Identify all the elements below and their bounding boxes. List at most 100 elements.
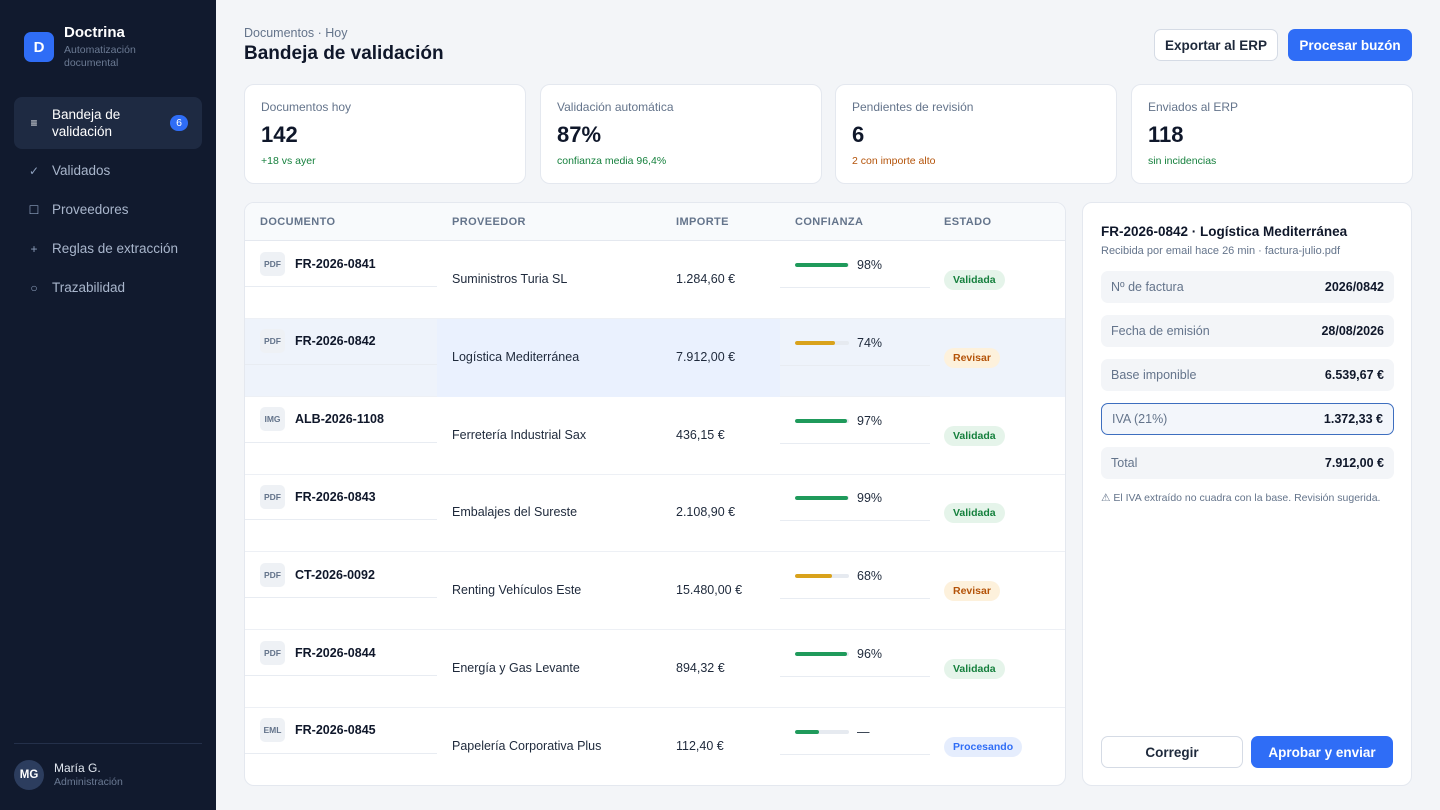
document-cell: PDF CT-2026-0092 [245, 552, 437, 630]
sidebar-item-4[interactable]: ○ Trazabilidad [14, 268, 202, 307]
file-type-icon: PDF [260, 484, 285, 509]
table-row[interactable]: IMG ALB-2026-1108 Ferretería Industrial … [245, 397, 1065, 475]
pending-count-badge: 6 [170, 115, 188, 131]
confidence-bar-fill [795, 263, 848, 267]
sidebar-nav: ≡ Bandeja de validación 6 ✓ Validados ☐ Provee… [14, 97, 202, 307]
confidence-cell: 97% [780, 397, 930, 475]
provider-name: Suministros Turia SL [452, 272, 568, 286]
confidence-value: 96% [857, 647, 883, 661]
status-badge: Validada [944, 270, 1005, 290]
provider-cell: Renting Vehículos Este [437, 552, 780, 630]
sidebar-item-label: Trazabilidad [52, 280, 126, 295]
kpi-value: 142 [261, 122, 298, 147]
confidence-bar [795, 340, 849, 345]
confidence-value: — [857, 724, 870, 739]
brand: D Doctrina Automatización documental [24, 24, 154, 70]
document-id: FR-2026-0841 [295, 256, 376, 271]
column-header-provider[interactable]: PROVEEDOR [452, 216, 526, 228]
provider-name: Embalajes del Sureste [452, 505, 578, 520]
confidence-bar [795, 418, 849, 423]
column-header-confidence[interactable]: CONFIANZA [795, 216, 864, 228]
user-profile[interactable]: MG María G. Administración [14, 743, 202, 790]
table-row[interactable]: PDF FR-2026-0841 Suministros Turia SL 1.… [245, 241, 1065, 319]
document-cell: EML FR-2026-0845 [245, 708, 437, 785]
column-header-status[interactable]: ESTADO [944, 216, 992, 228]
detail-field[interactable]: Total 7.912,00 € [1101, 447, 1394, 479]
square-icon: ☐ [28, 202, 40, 217]
provider-cell: Ferretería Industrial Sax [437, 397, 780, 475]
detail-field[interactable]: Base imponible 6.539,67 € [1101, 359, 1394, 391]
confidence-cell: 98% [780, 241, 930, 319]
table-row[interactable]: PDF FR-2026-0844 Energía y Gas Levante 8… [245, 630, 1065, 708]
amount: 2.108,90 € [676, 505, 736, 520]
document-detail-panel: FR-2026-0842 · Logística Mediterránea Re… [1082, 202, 1412, 786]
sidebar: D Doctrina Automatización documental ≡ Ba… [0, 0, 216, 810]
status-badge: Validada [944, 503, 1005, 524]
field-value: 6.539,67 € [1324, 368, 1384, 382]
status-cell: Revisar [930, 318, 1065, 397]
field-value: 2026/0842 [1324, 280, 1384, 294]
status-badge: Validada [944, 425, 1005, 446]
sidebar-item-label: Validados [52, 163, 111, 178]
confidence-cell: 68% [780, 552, 930, 630]
provider-name: Energía y Gas Levante [452, 661, 580, 675]
kpi-note: confianza media 96,4% [557, 155, 667, 167]
sidebar-item-0[interactable]: ≡ Bandeja de validación 6 [14, 97, 202, 149]
provider-cell: Embalajes del Sureste [437, 474, 780, 552]
confidence-cell: 96% [780, 630, 930, 708]
document-cell: PDF FR-2026-0842 [245, 319, 437, 397]
kpi-card: Pendientes de revisión 6 2 con importe alt… [835, 84, 1117, 184]
detail-field[interactable]: Nº de factura 2026/0842 [1101, 271, 1394, 303]
kpi-label: Validación automática [557, 100, 674, 114]
status-badge: Validada [944, 659, 1005, 679]
table-row[interactable]: EML FR-2026-0845 Papelería Corporativa P… [245, 708, 1065, 785]
brand-logo: D [24, 32, 54, 62]
kpi-value: 87% [557, 122, 602, 147]
table-row[interactable]: PDF CT-2026-0092 Renting Vehículos Este … [245, 552, 1065, 631]
column-header-document[interactable]: DOCUMENTO [260, 216, 336, 228]
column-header-amount[interactable]: IMPORTE [676, 216, 729, 228]
detail-field[interactable]: IVA (21%) 1.372,33 € [1101, 403, 1394, 435]
field-value: 1.372,33 € [1323, 412, 1383, 426]
document-cell: PDF FR-2026-0843 [245, 474, 437, 552]
confidence-bar-fill [795, 340, 835, 345]
file-type-icon: IMG [260, 407, 285, 432]
confidence-bar-fill [795, 496, 849, 501]
kpi-value: 118 [1148, 122, 1184, 147]
table-row[interactable]: PDF FR-2026-0843 Embalajes del Sureste 2… [245, 474, 1065, 553]
document-id: FR-2026-0844 [295, 645, 376, 660]
process-inbox-button[interactable]: Procesar buzón [1288, 29, 1412, 61]
approve-send-button[interactable]: Aprobar y enviar [1251, 736, 1393, 768]
validation-warning: ⚠ El IVA extraído no cuadra con la base.… [1101, 492, 1381, 504]
sidebar-item-1[interactable]: ✓ Validados [14, 151, 202, 190]
amount: 7.912,00 € [676, 349, 736, 364]
plus-icon: + [30, 241, 38, 256]
confidence-bar [795, 263, 849, 267]
sidebar-item-3[interactable]: + Reglas de extracción [14, 229, 202, 268]
confidence-value: 74% [857, 335, 883, 350]
sidebar-item-2[interactable]: ☐ Proveedores [14, 190, 202, 229]
amount: 15.480,00 € [676, 583, 743, 598]
file-type-icon: EML [260, 718, 285, 743]
table-row[interactable]: PDF FR-2026-0842 Logística Mediterránea … [245, 318, 1065, 397]
kpi-label: Pendientes de revisión [852, 100, 974, 114]
kpi-value: 6 [852, 122, 865, 147]
confidence-value: 99% [857, 491, 883, 506]
document-cell: PDF FR-2026-0841 [245, 241, 437, 319]
circle-icon: ○ [30, 280, 38, 295]
provider-name: Papelería Corporativa Plus [452, 738, 602, 753]
document-cell: IMG ALB-2026-1108 [245, 397, 437, 475]
status-cell: Validada [930, 630, 1065, 708]
document-cell: PDF FR-2026-0844 [245, 630, 437, 708]
confidence-cell: 74% [780, 319, 930, 397]
detail-field[interactable]: Fecha de emisión 28/08/2026 [1101, 315, 1394, 347]
export-erp-button[interactable]: Exportar al ERP [1154, 29, 1278, 61]
document-id: ALB-2026-1108 [295, 412, 384, 427]
kpi-label: Enviados al ERP [1148, 100, 1239, 114]
correct-button[interactable]: Corregir [1101, 736, 1243, 768]
detail-title: FR-2026-0842 · Logística Mediterránea [1101, 224, 1348, 239]
kpi-card: Validación automática 87% confianza media … [540, 84, 822, 184]
confidence-value: 97% [857, 413, 883, 428]
field-label: Total [1111, 456, 1138, 470]
confidence-bar [795, 729, 849, 734]
